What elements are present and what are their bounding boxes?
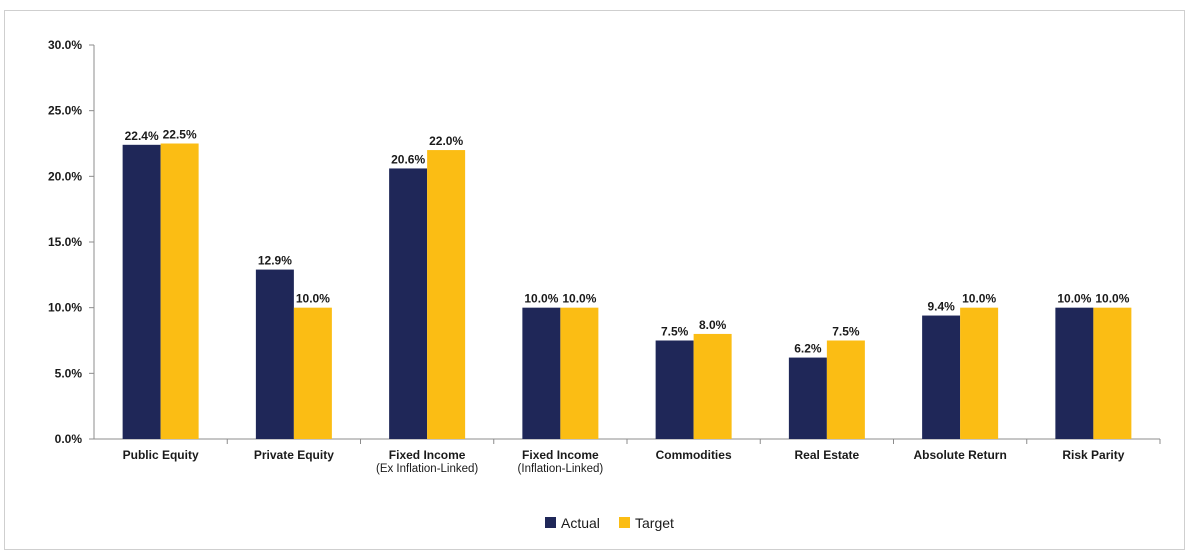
data-label-actual: 22.4% — [125, 129, 159, 143]
bar-actual — [522, 307, 561, 439]
y-tick-label: 20.0% — [48, 169, 82, 183]
data-label-actual: 6.2% — [794, 342, 822, 356]
bar-actual — [1055, 307, 1094, 439]
bar-target — [560, 307, 599, 439]
data-label-target: 7.5% — [832, 325, 860, 339]
data-label-actual: 12.9% — [258, 254, 292, 268]
data-label-target: 10.0% — [296, 292, 330, 306]
y-tick-label: 10.0% — [48, 301, 82, 315]
x-category-label: Absolute Return — [913, 448, 1006, 462]
x-category-label: (Inflation-Linked) — [518, 463, 604, 475]
bar-actual — [122, 144, 161, 439]
data-label-actual: 10.0% — [1057, 292, 1091, 306]
legend-label-actual: Actual — [561, 515, 600, 531]
x-category-label: Risk Parity — [1062, 448, 1124, 462]
y-tick-label: 30.0% — [48, 38, 82, 52]
chart-frame — [4, 10, 1185, 550]
bar-actual — [389, 168, 428, 439]
x-category-label: Fixed Income — [389, 448, 466, 462]
bar-target — [293, 307, 332, 439]
bar-actual — [255, 269, 294, 439]
data-label-actual: 7.5% — [661, 325, 689, 339]
bar-actual — [655, 340, 694, 439]
y-tick-label: 5.0% — [55, 366, 83, 380]
x-category-label: Public Equity — [123, 448, 199, 462]
y-tick-label: 25.0% — [48, 104, 82, 118]
data-label-actual: 9.4% — [927, 300, 955, 314]
bar-target — [160, 143, 199, 439]
data-label-target: 10.0% — [562, 292, 596, 306]
bar-actual — [922, 315, 961, 439]
bar-target — [693, 333, 732, 439]
legend-label-target: Target — [635, 515, 674, 531]
data-label-target: 10.0% — [1095, 292, 1129, 306]
data-label-actual: 20.6% — [391, 152, 425, 166]
data-label-target: 10.0% — [962, 292, 996, 306]
y-tick-label: 0.0% — [55, 432, 83, 446]
x-category-label: Fixed Income — [522, 448, 599, 462]
data-label-actual: 10.0% — [524, 292, 558, 306]
x-category-label: Real Estate — [795, 448, 860, 462]
legend-swatch-target — [619, 517, 630, 528]
x-category-label: Commodities — [656, 448, 732, 462]
bar-target — [826, 340, 865, 439]
x-category-label: (Ex Inflation-Linked) — [376, 463, 478, 475]
legend-swatch-actual — [545, 517, 556, 528]
bar-actual — [788, 357, 827, 439]
y-tick-label: 15.0% — [48, 235, 82, 249]
data-label-target: 22.0% — [429, 134, 463, 148]
data-label-target: 8.0% — [699, 318, 727, 332]
data-label-target: 22.5% — [163, 128, 197, 142]
bar-target — [427, 150, 466, 440]
x-category-label: Private Equity — [254, 448, 334, 462]
bar-target — [1093, 307, 1132, 439]
bar-target — [960, 307, 999, 439]
